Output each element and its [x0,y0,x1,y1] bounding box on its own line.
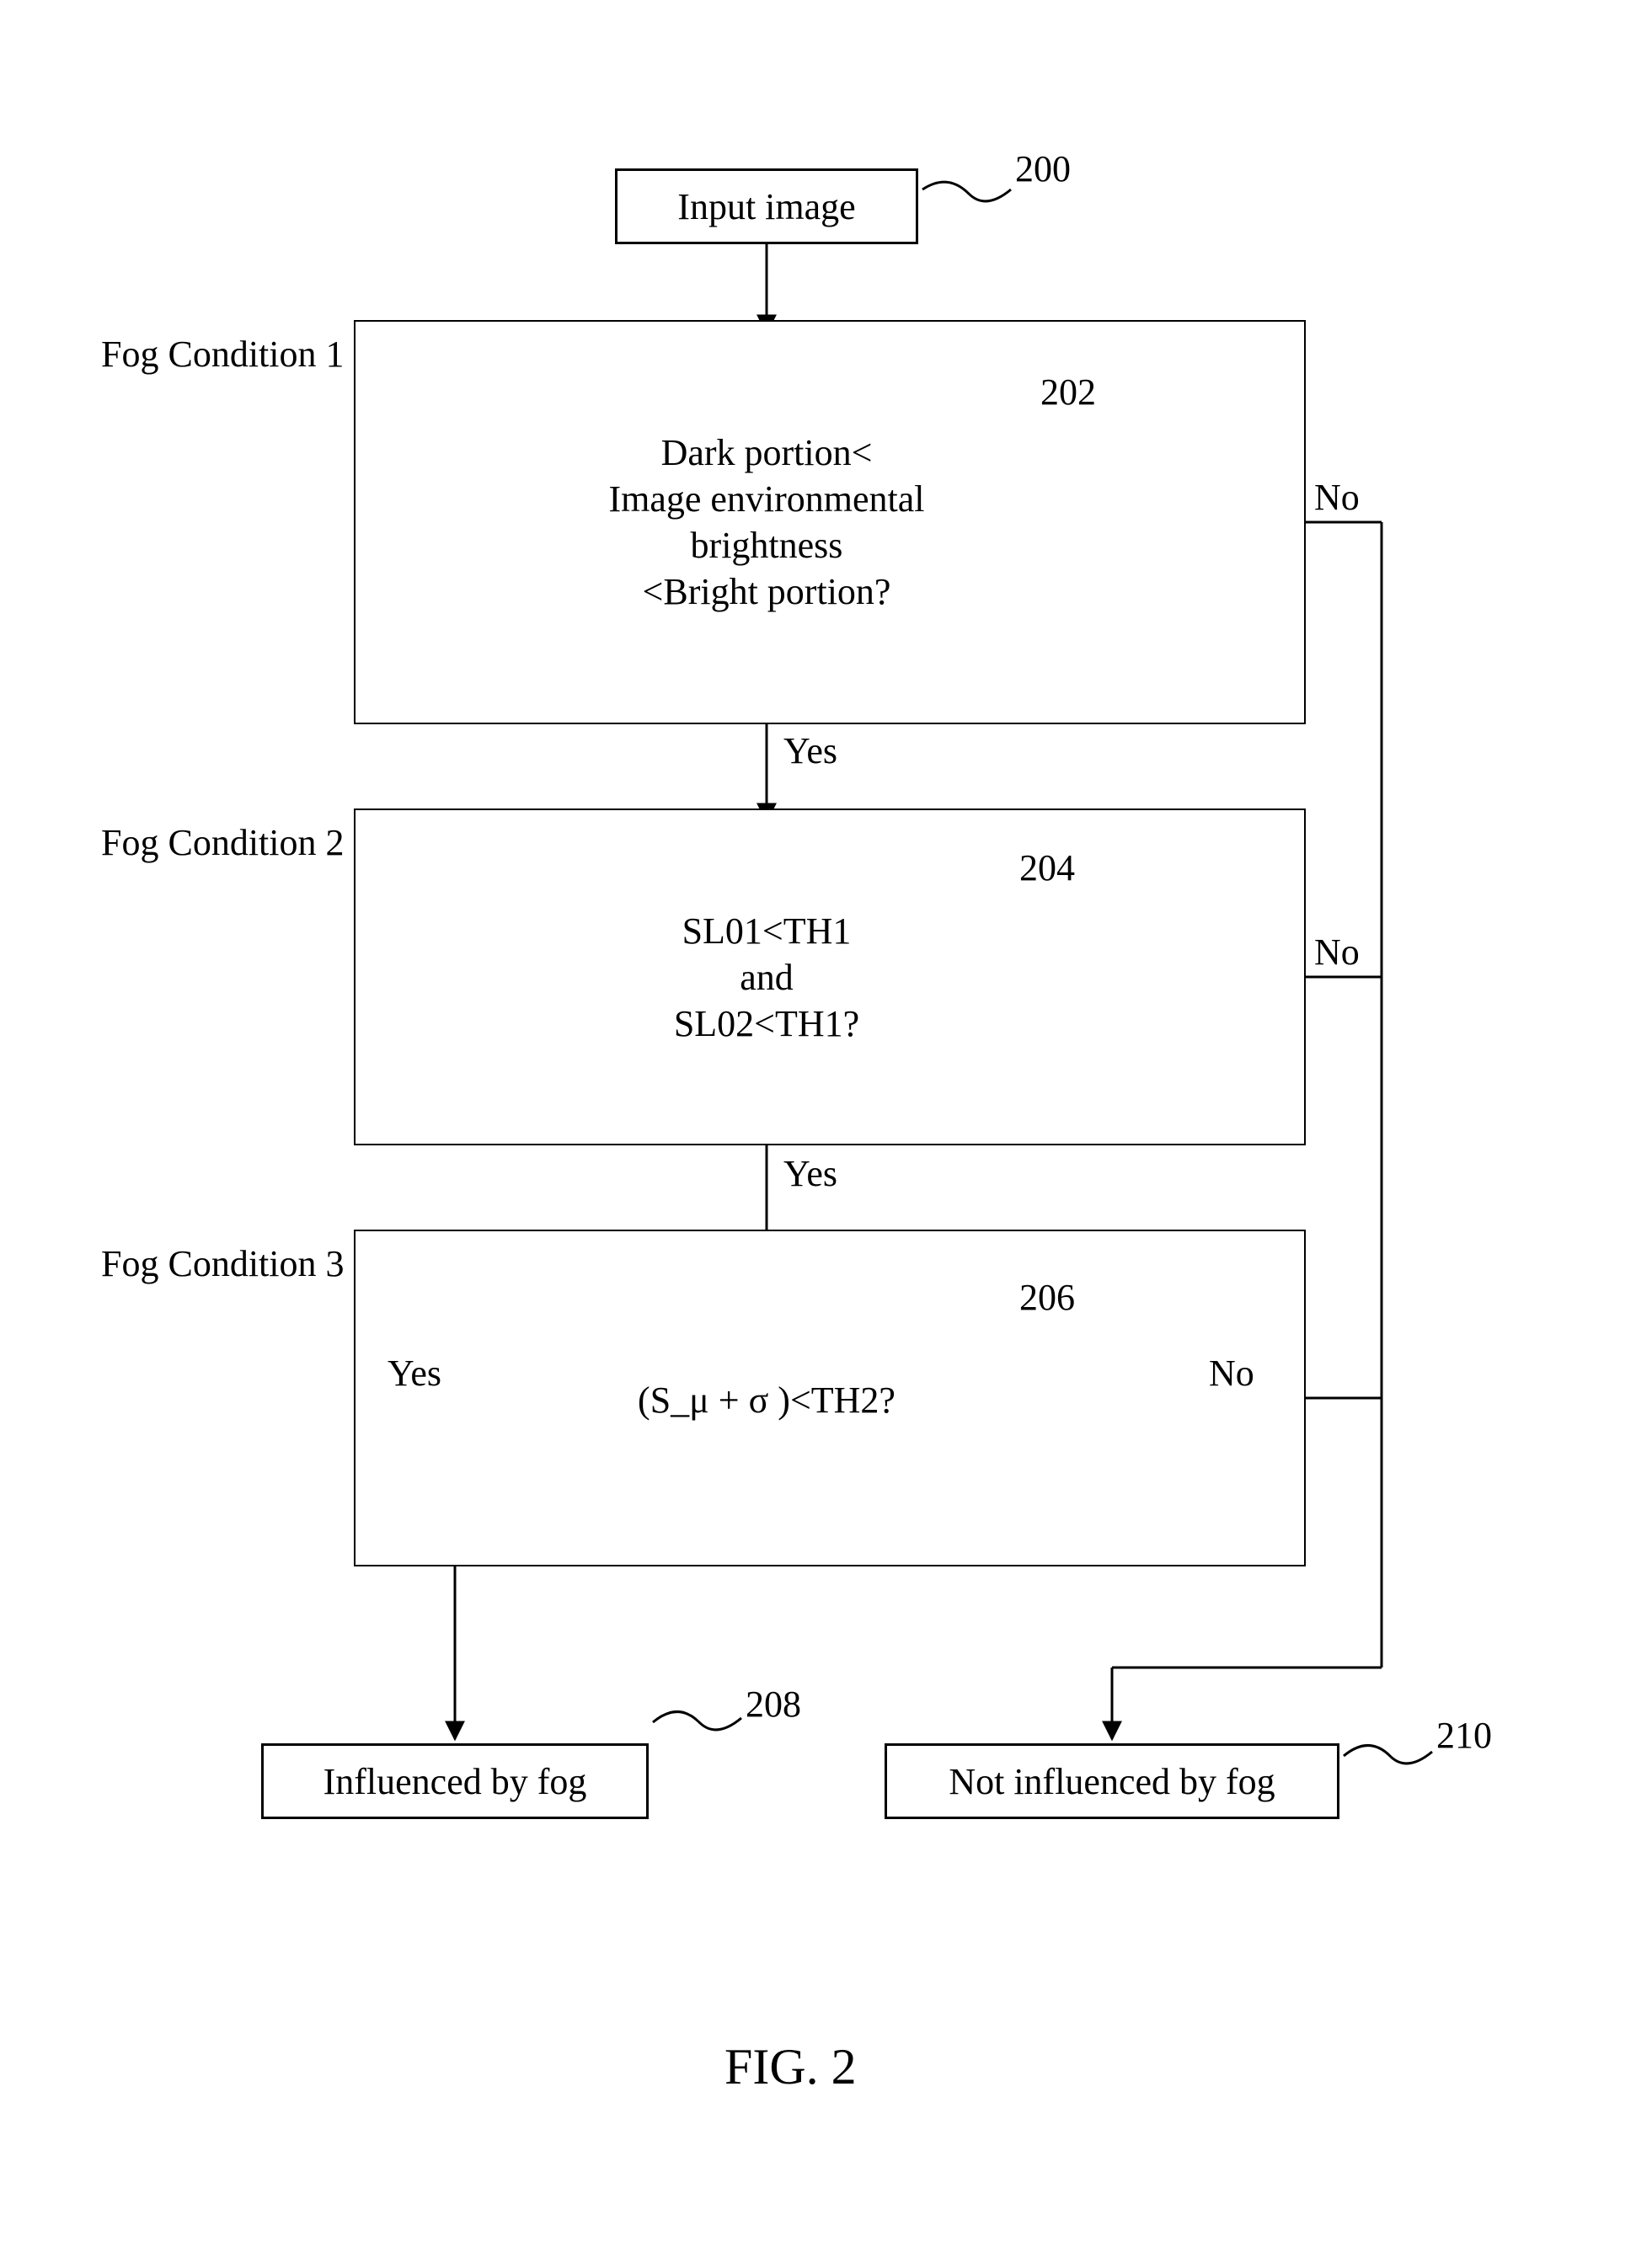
cond2-title: Fog Condition 2 [101,821,345,864]
ref-200: 200 [1015,147,1071,190]
result-yes-text: Influenced by fog [323,1758,587,1805]
d1-l3: brightness [598,522,935,568]
ref-208: 208 [746,1683,801,1726]
d1-l2: Image environmental [598,476,935,522]
cond2-yes-label: Yes [783,1152,837,1195]
cond2-no-label: No [1314,931,1360,974]
leader-200 [922,182,1011,201]
result-no-node: Not influenced by fog [885,1743,1339,1819]
decision-2-text: SL01<TH1 and SL02<TH1? [640,908,893,1047]
start-node: Input image [615,168,918,244]
ref-210: 210 [1436,1714,1492,1757]
d2-l3: SL02<TH1? [640,1001,893,1047]
cond1-yes-label: Yes [783,729,837,772]
d1-l4: <Bright portion? [598,568,935,615]
flowchart-canvas: Input image 200 Fog Condition 1 Dark por… [0,0,1652,2268]
result-no-text: Not influenced by fog [949,1758,1275,1805]
result-yes-node: Influenced by fog [261,1743,649,1819]
d1-l1: Dark portion< [598,430,935,476]
ref-202: 202 [1040,371,1096,414]
cond1-no-label: No [1314,476,1360,519]
cond3-no-label: No [1209,1352,1254,1395]
decision-3-text: (S_μ + σ )<TH2? [598,1377,935,1423]
ref-204: 204 [1019,846,1075,889]
start-node-text: Input image [677,184,855,230]
leader-208 [653,1712,741,1730]
leader-210 [1344,1746,1432,1764]
cond1-title: Fog Condition 1 [101,333,345,376]
figure-title: FIG. 2 [724,2038,857,2096]
ref-206: 206 [1019,1276,1075,1319]
d2-l2: and [640,954,893,1001]
decision-1-text: Dark portion< Image environmental bright… [598,430,935,615]
d3-l1: (S_μ + σ )<TH2? [598,1377,935,1423]
cond3-title: Fog Condition 3 [101,1242,345,1285]
cond3-yes-label: Yes [388,1352,441,1395]
d2-l1: SL01<TH1 [640,908,893,954]
